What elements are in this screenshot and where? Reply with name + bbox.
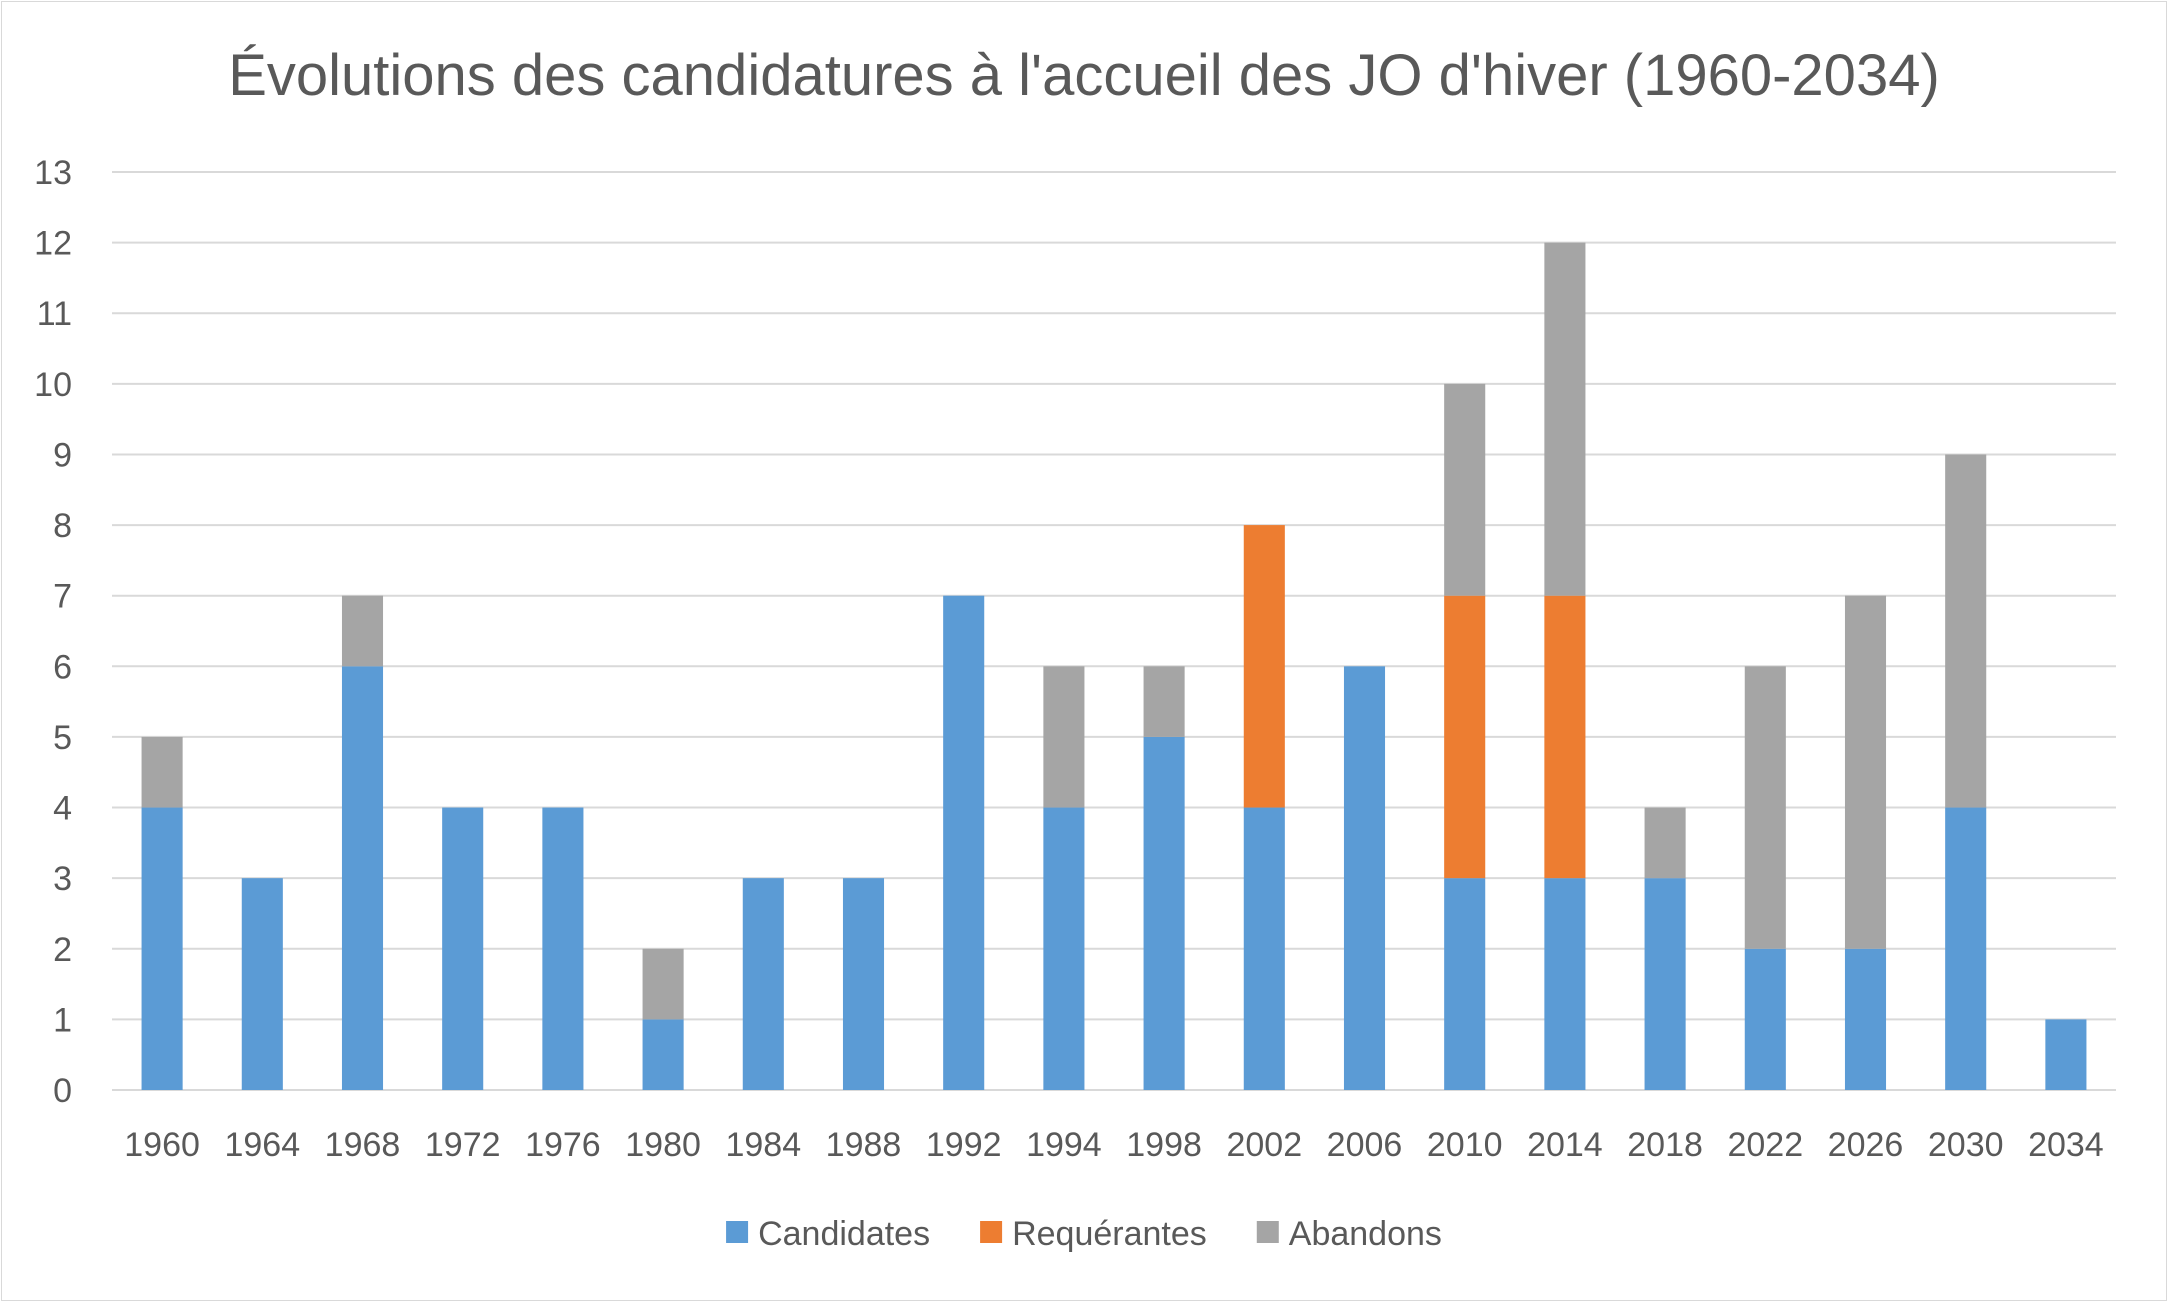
- bar-candidates-1960: [141, 807, 183, 1090]
- bar-candidates-2006: [1343, 666, 1386, 1090]
- bar-abandons-1968: [341, 595, 384, 667]
- bar-candidates-2014: [1544, 878, 1586, 1090]
- bar-abandons-1980: [642, 948, 684, 1020]
- bar-requ-rantes-2002: [1243, 525, 1285, 808]
- bar-candidates-1994: [1043, 807, 1085, 1090]
- x-tick-label: 1964: [224, 1126, 300, 1164]
- y-tick-label: 6: [53, 648, 72, 686]
- x-tick-label: 2010: [1427, 1126, 1503, 1164]
- x-tick-label: 2006: [1327, 1126, 1403, 1164]
- y-tick-label: 5: [53, 719, 72, 757]
- y-tick-label: 11: [37, 295, 72, 333]
- legend-swatch: [726, 1221, 749, 1243]
- x-tick-label: 2030: [1928, 1126, 2004, 1164]
- x-tick-label: 1972: [425, 1126, 501, 1164]
- x-tick-label: 1998: [1126, 1126, 1202, 1164]
- y-tick-label: 9: [53, 436, 72, 474]
- y-tick-label: 8: [53, 507, 72, 545]
- x-axis-ticks: 1960 1964 1968 1972 1976 1980 1984 1988 1992 1994…: [124, 1126, 2103, 1164]
- y-tick-label: 10: [34, 366, 72, 404]
- bar-candidates-2002: [1243, 807, 1285, 1090]
- x-tick-label: 1960: [124, 1126, 200, 1164]
- bar-candidates-2010: [1444, 878, 1486, 1090]
- bar-candidates-1984: [742, 878, 784, 1090]
- bar-candidates-2018: [1644, 878, 1686, 1090]
- x-tick-label: 1984: [725, 1126, 801, 1164]
- y-tick-label: 0: [53, 1072, 72, 1110]
- chart-title: Évolutions des candidatures à l'accueil …: [228, 43, 1940, 108]
- bar-abandons-1994: [1043, 666, 1085, 808]
- bar-requ-rantes-2014: [1544, 595, 1586, 879]
- legend-label: Requérantes: [1012, 1215, 1207, 1253]
- bar-candidates-1972: [442, 807, 484, 1090]
- bar-candidates-1980: [642, 1019, 684, 1090]
- y-tick-label: 2: [53, 931, 72, 969]
- legend-swatch: [1256, 1221, 1279, 1243]
- bar-candidates-2030: [1945, 807, 1987, 1090]
- bar-candidates-1992: [943, 595, 985, 1090]
- bar-abandons-2026: [1844, 595, 1887, 949]
- bar-abandons-2022: [1744, 666, 1786, 949]
- bar-abandons-2014: [1544, 242, 1586, 596]
- legend-swatch: [980, 1221, 1003, 1243]
- bar-candidates-1964: [241, 878, 283, 1090]
- y-tick-label: 12: [34, 225, 72, 263]
- x-tick-label: 2014: [1527, 1126, 1603, 1164]
- gridlines: [112, 171, 2116, 1091]
- bar-candidates-2026: [1844, 948, 1887, 1090]
- x-tick-label: 1988: [826, 1126, 902, 1164]
- legend-label: Candidates: [758, 1215, 930, 1253]
- legend-label: Abandons: [1289, 1215, 1442, 1253]
- x-tick-label: 2026: [1828, 1126, 1904, 1164]
- x-tick-label: 2034: [2028, 1126, 2104, 1164]
- x-tick-label: 1992: [926, 1126, 1002, 1164]
- bar-abandons-2018: [1644, 807, 1686, 879]
- x-tick-label: 1994: [1026, 1126, 1102, 1164]
- bar-candidates-2034: [2045, 1019, 2087, 1090]
- x-tick-label: 2002: [1226, 1126, 1302, 1164]
- y-tick-label: 3: [53, 860, 72, 898]
- bar-candidates-1998: [1143, 736, 1185, 1090]
- bar-candidates-1968: [341, 666, 384, 1090]
- y-tick-label: 4: [53, 790, 72, 828]
- x-tick-label: 1976: [525, 1126, 601, 1164]
- x-tick-label: 1980: [625, 1126, 701, 1164]
- bar-abandons-1960: [141, 736, 183, 808]
- x-tick-label: 2018: [1627, 1126, 1703, 1164]
- y-tick-label: 13: [34, 154, 72, 192]
- bar-requ-rantes-2010: [1444, 595, 1486, 879]
- bars: [141, 242, 2087, 1090]
- bar-candidates-1988: [842, 878, 885, 1090]
- bar-candidates-1976: [542, 807, 584, 1090]
- bar-abandons-2030: [1945, 454, 1987, 808]
- y-tick-label: 7: [53, 578, 72, 616]
- x-tick-label: 1968: [325, 1126, 401, 1164]
- bar-candidates-2022: [1744, 948, 1786, 1090]
- bar-abandons-1998: [1143, 666, 1185, 737]
- x-tick-label: 2022: [1727, 1126, 1803, 1164]
- legend: Candidates Requérantes Abandons: [726, 1215, 1442, 1253]
- y-tick-label: 1: [53, 1001, 72, 1039]
- bar-abandons-2010: [1444, 383, 1486, 596]
